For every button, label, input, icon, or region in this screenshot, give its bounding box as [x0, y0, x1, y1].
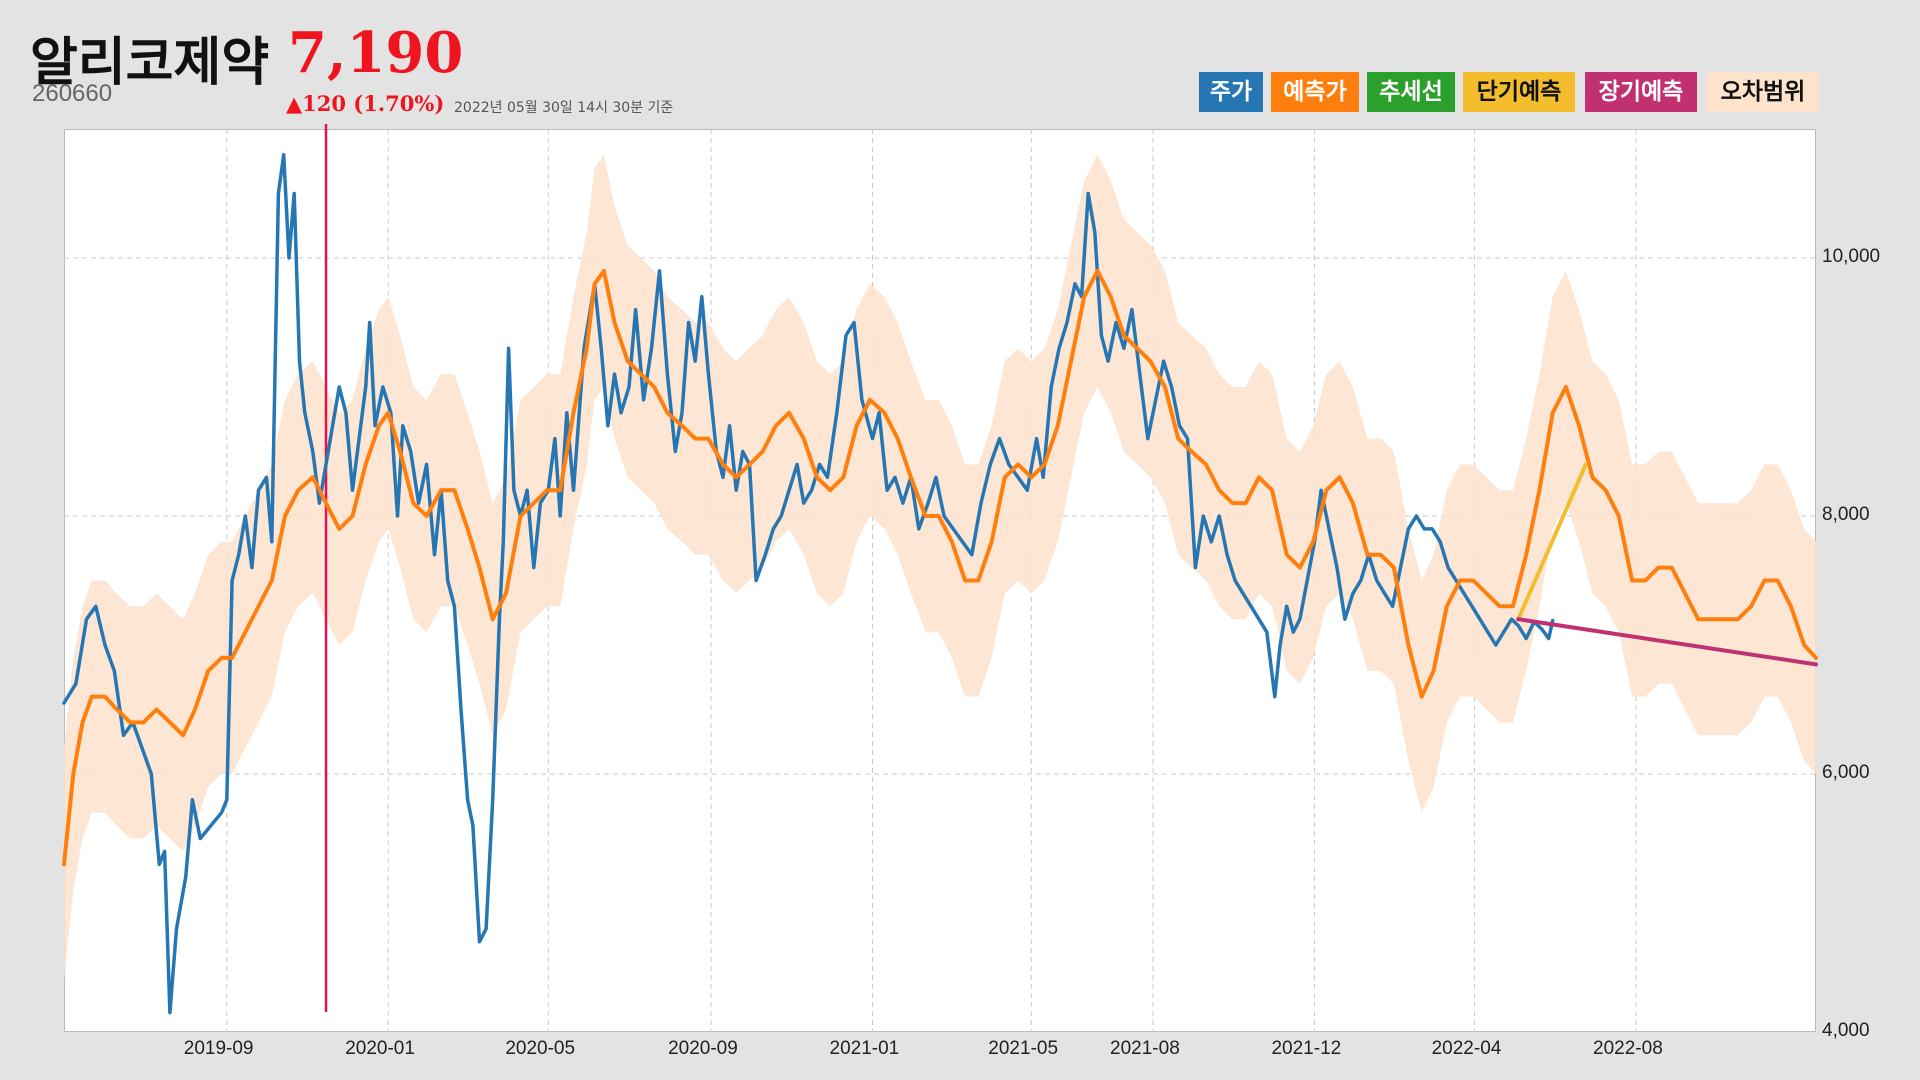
stock-code: 260660 — [32, 80, 113, 107]
as-of-timestamp: 2022년 05월 30일 14시 30분 기준 — [454, 100, 674, 116]
legend-item-trendline[interactable]: 추세선 — [1367, 72, 1455, 112]
price-line — [62, 153, 1555, 1015]
chart-legend: 주가 예측가 추세선 단기예측 장기예측 오차범위 — [0, 72, 1920, 114]
legend-item-short-term[interactable]: 단기예측 — [1463, 72, 1575, 112]
x-tick-label: 2021-01 — [829, 1038, 900, 1059]
x-tick-label: 2022-04 — [1431, 1038, 1502, 1059]
company-name: 알리코제약 — [30, 33, 270, 93]
short-term-forecast-line — [1516, 462, 1588, 622]
x-tick-label: 2019-09 — [183, 1038, 254, 1059]
error-band — [64, 154, 1816, 981]
forecast-line — [62, 268, 1818, 867]
y-tick-label: 10,000 — [1822, 246, 1881, 267]
x-tick-label: 2020-09 — [668, 1038, 738, 1059]
x-tick-label: 2021-05 — [988, 1038, 1059, 1059]
legend-item-error-range[interactable]: 오차범위 — [1707, 72, 1819, 112]
legend-item-forecast[interactable]: 예측가 — [1271, 72, 1359, 112]
long-term-forecast-line — [1516, 617, 1818, 667]
price-change: ▲120 (1.70%) — [286, 91, 445, 116]
x-tick-label: 2020-05 — [505, 1038, 576, 1059]
legend-item-long-term[interactable]: 장기예측 — [1585, 72, 1697, 112]
y-tick-label: 4,000 — [1822, 1020, 1870, 1041]
x-tick-label: 2022-08 — [1593, 1038, 1663, 1059]
x-tick-label: 2021-08 — [1110, 1038, 1180, 1059]
legend-item-price[interactable]: 주가 — [1199, 72, 1263, 112]
x-tick-label: 2021-12 — [1271, 1038, 1342, 1059]
x-tick-label: 2020-01 — [345, 1038, 415, 1059]
current-price: 7,190 — [288, 20, 464, 86]
y-tick-label: 8,000 — [1822, 504, 1870, 525]
y-tick-label: 6,000 — [1822, 762, 1870, 783]
